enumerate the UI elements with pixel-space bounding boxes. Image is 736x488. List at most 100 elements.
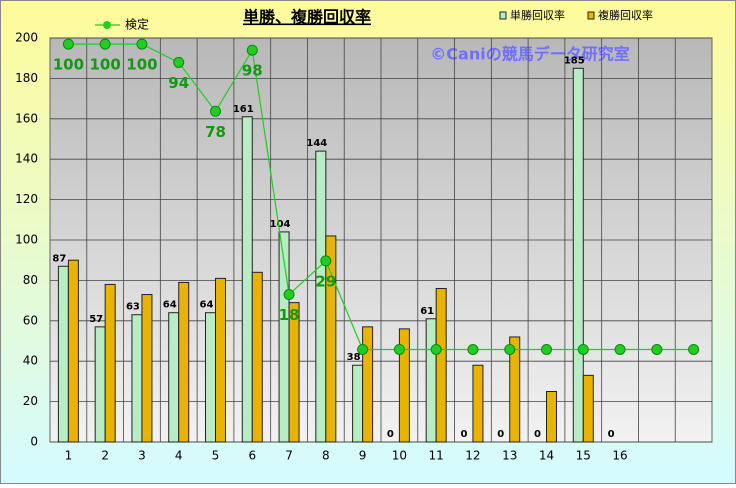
line-point: [651, 343, 663, 355]
line-point: [614, 343, 626, 355]
bar: [509, 336, 521, 443]
line-label: 94: [168, 74, 189, 92]
bar: [472, 364, 484, 443]
legend-swatch: [499, 11, 507, 20]
line-label: 100: [90, 56, 121, 74]
line-label: 100: [126, 56, 157, 74]
data-label: 61: [420, 306, 434, 317]
bar: [251, 271, 263, 443]
line-point: [393, 343, 405, 355]
line-point: [62, 38, 74, 50]
x-tick-label: 10: [392, 449, 407, 463]
data-label: 64: [163, 300, 177, 311]
line-point: [688, 343, 700, 355]
x-tick-label: 11: [429, 449, 444, 463]
chart-title: 単勝、複勝回収率: [243, 8, 371, 27]
x-tick-label: 2: [101, 449, 109, 463]
bar: [425, 318, 437, 443]
line-label: 18: [279, 306, 300, 324]
legend-label: 単勝回収率: [510, 8, 565, 22]
bar: [131, 314, 143, 443]
legend-label: 検定: [125, 17, 149, 32]
data-label: 0: [387, 429, 394, 440]
line-point: [541, 343, 552, 355]
x-tick-label: 14: [539, 449, 554, 463]
bar: [94, 326, 106, 443]
data-label: 0: [608, 429, 615, 440]
x-tick-label: 16: [612, 449, 627, 463]
line: [68, 43, 694, 351]
x-tick-label: 13: [502, 449, 517, 463]
bar: [435, 287, 447, 443]
line-point: [504, 343, 516, 355]
x-tick-label: 3: [138, 449, 146, 463]
data-label: 38: [347, 352, 361, 363]
line-label: 98: [242, 62, 263, 80]
legend-marker: [103, 21, 111, 29]
line-point: [210, 105, 221, 117]
bar: [168, 312, 180, 443]
y-tick-label: 80: [23, 273, 38, 287]
bar: [582, 374, 594, 443]
x-tick-label: 5: [212, 449, 220, 463]
x-tick-label: 4: [175, 449, 183, 463]
line-point: [430, 343, 442, 355]
y-tick-label: 160: [15, 111, 38, 125]
data-label: 144: [306, 138, 327, 149]
line-point: [173, 56, 185, 68]
y-tick-label: 40: [23, 354, 38, 368]
bar: [352, 364, 364, 443]
bar: [288, 302, 300, 443]
x-tick-label: 7: [285, 449, 293, 463]
bar: [178, 281, 190, 443]
line-point: [136, 38, 148, 50]
line-point: [283, 289, 295, 301]
bar: [104, 283, 116, 443]
bar: [325, 235, 337, 443]
bar: [398, 328, 410, 443]
y-tick-label: 0: [30, 435, 38, 449]
bar: [241, 116, 253, 443]
legend-label: 複勝回収率: [598, 8, 653, 22]
watermark: ©Caniの競馬データ研究室: [430, 45, 629, 64]
line-point: [99, 38, 111, 50]
bar: [57, 265, 69, 443]
x-tick-label: 15: [576, 449, 591, 463]
bar: [572, 67, 584, 443]
x-tick-label: 8: [322, 449, 330, 463]
x-tick-label: 6: [248, 449, 256, 463]
x-tick-label: 12: [465, 449, 480, 463]
y-tick-label: 180: [15, 71, 38, 85]
data-label: 63: [126, 302, 140, 313]
data-label: 185: [564, 55, 585, 66]
line-label: 78: [205, 123, 226, 141]
data-label: 87: [52, 253, 66, 264]
y-tick-label: 200: [15, 31, 38, 45]
line-point: [577, 343, 589, 355]
x-tick-label: 1: [65, 449, 73, 463]
y-tick-label: 60: [23, 313, 38, 327]
bar: [546, 391, 557, 443]
line-point: [320, 255, 332, 267]
bar: [141, 294, 153, 443]
line-point: [467, 343, 479, 355]
y-tick-label: 140: [15, 152, 38, 166]
line-point: [246, 44, 258, 56]
line-label: 100: [53, 56, 84, 74]
data-label: 57: [89, 314, 103, 325]
y-tick-label: 120: [15, 192, 38, 206]
data-label: 161: [233, 104, 254, 115]
data-label: 0: [497, 429, 504, 440]
bar: [215, 277, 226, 443]
data-label: 0: [460, 429, 467, 440]
data-label: 104: [270, 219, 291, 230]
line-point: [357, 343, 369, 355]
data-label: 0: [534, 429, 541, 440]
line-label: 29: [315, 272, 336, 290]
data-label: 64: [200, 300, 214, 311]
bar: [362, 326, 374, 443]
y-tick-label: 20: [23, 394, 38, 408]
x-tick-label: 9: [359, 449, 367, 463]
bar: [67, 259, 79, 443]
y-tick-label: 100: [15, 233, 38, 247]
